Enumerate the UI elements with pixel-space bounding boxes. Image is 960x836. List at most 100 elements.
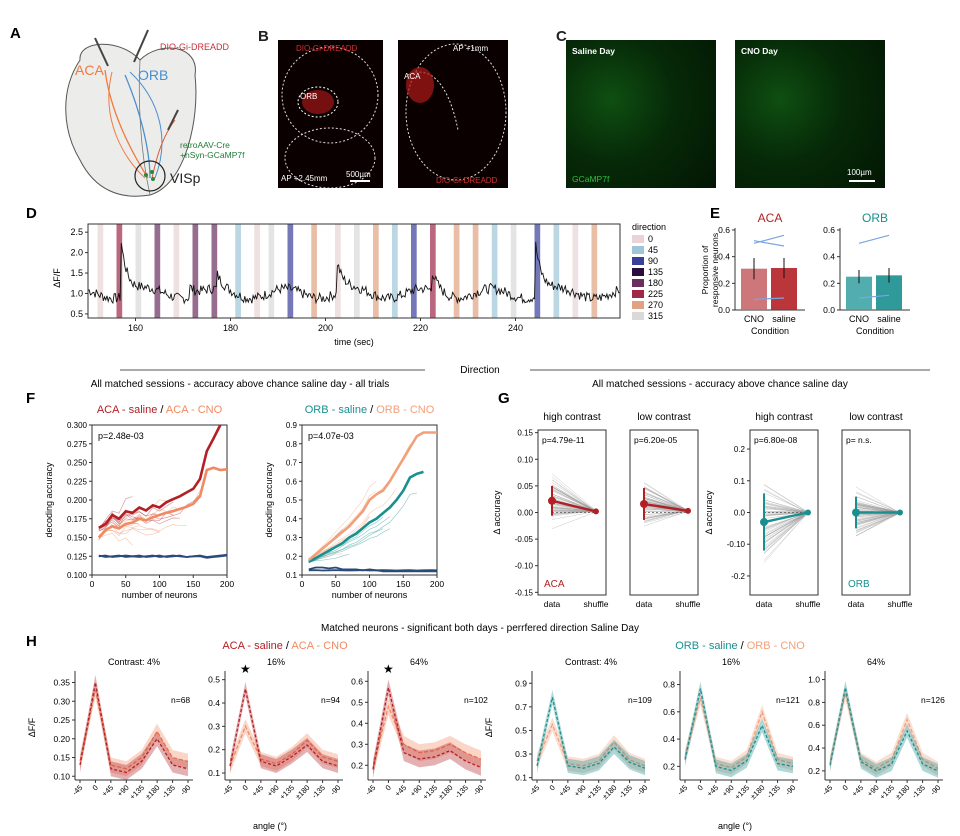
stimulus-band <box>510 224 517 318</box>
tuning-curve <box>536 697 646 769</box>
paired-line <box>753 297 785 300</box>
x-tick-label: 200 <box>430 579 444 589</box>
paired-line <box>858 294 890 299</box>
confidence-band <box>537 690 645 776</box>
stimulus-band <box>354 224 360 318</box>
paired-line <box>858 234 890 244</box>
neuron-line <box>643 497 689 511</box>
x-tick-label: ±180 <box>748 783 766 801</box>
neuron-line <box>643 482 689 512</box>
y-tick-label: 0.6 <box>823 225 835 235</box>
panel-g-title: All matched sessions - accuracy above ch… <box>592 379 848 390</box>
y-tick-label: 0.1 <box>286 571 298 580</box>
x-tick-label: 200 <box>318 323 333 333</box>
neuron-line <box>551 486 597 512</box>
x-tick-label: -45 <box>675 783 689 797</box>
dreadd-label-bottom: DIO-Gi-DREADD <box>436 176 498 185</box>
label-retro1: retroAAV-Cre <box>180 140 230 150</box>
neuron-line <box>643 511 689 524</box>
panel-h-legend-left: ACA - saline / ACA - CNO <box>222 640 348 652</box>
tuning-curve <box>372 704 482 768</box>
x-tick-label: +45 <box>850 783 865 798</box>
category-label: saline <box>877 314 901 324</box>
n-label: n=102 <box>464 695 488 705</box>
y-tick-label: 0.1 <box>734 477 746 486</box>
y-tick-label: 0.2 <box>823 278 835 288</box>
stimulus-band <box>97 224 104 318</box>
x-tick-label: data <box>636 599 653 609</box>
neuron-line <box>855 512 901 528</box>
y-tick-label: 0.2 <box>734 445 746 454</box>
session-line <box>308 515 370 561</box>
tuning-curve <box>684 698 794 769</box>
y-tick-label: 0.4 <box>663 734 675 744</box>
y-tick-label: 0.225 <box>67 477 88 486</box>
p-value: p=2.48e-03 <box>98 431 144 441</box>
x-tick-label: -90 <box>783 783 797 797</box>
panel-h-tuning: H Matched neurons - significant both day… <box>26 623 945 831</box>
legend-separator: / <box>367 404 376 416</box>
x-tick-label: ±180 <box>893 783 911 801</box>
neuron-line <box>763 512 809 540</box>
neuron-line <box>551 473 597 511</box>
neuron-line <box>763 501 809 513</box>
y-tick-label: 0.35 <box>53 678 70 688</box>
y-tick-label: 0.2 <box>208 745 220 755</box>
y-axis-label: decoding accuracy <box>44 462 54 538</box>
subplot-title: Contrast: 4% <box>565 657 617 667</box>
y-axis-label: decoding accuracy <box>264 462 274 538</box>
label-retro2: +hSyn-GCaMP7f <box>180 150 245 160</box>
bar-title: ACA <box>758 211 783 225</box>
scale-label-b: 500µm <box>346 170 371 179</box>
x-tick-label: -45 <box>820 783 834 797</box>
series-line <box>98 554 228 559</box>
mean-point <box>852 508 860 517</box>
stimulus-band <box>572 224 579 318</box>
n-label: n=94 <box>321 695 340 705</box>
confidence-band <box>80 682 188 777</box>
legend-label: 270 <box>648 300 663 310</box>
subplot-title: Contrast: 4% <box>108 657 160 667</box>
stimulus-band <box>392 224 398 318</box>
y-tick-label: -0.15 <box>515 588 534 597</box>
x-tick-label: 0 <box>300 579 305 589</box>
legend-label: 180 <box>648 278 663 288</box>
y-tick-label: 0.30 <box>53 696 70 706</box>
gcamp-image-saline: Saline Day GCaMP7f <box>566 40 716 188</box>
x-tick-label: -90 <box>471 783 485 797</box>
aca-injection-site <box>406 67 434 103</box>
x-tick-label: 0 <box>384 783 393 792</box>
x-tick-label: -135 <box>910 783 927 800</box>
series-line <box>308 470 424 564</box>
label-dreadd: DIO-Gi-DREADD <box>160 42 229 52</box>
x-tick-label: +135 <box>878 783 896 801</box>
y-tick-label: 0.8 <box>808 697 820 707</box>
neuron-line <box>763 512 809 561</box>
neuron-line <box>551 482 597 512</box>
subplot-title: 16% <box>722 657 740 667</box>
panel-e-bars: E ACA 0.0 0.2 0.4 0.6 CNO saline Condition ORB 0.… <box>700 205 910 336</box>
confidence-band <box>80 675 188 780</box>
legend-swatch <box>632 246 644 254</box>
category-label: CNO <box>744 314 764 324</box>
y-tick-label: 0.250 <box>67 459 88 468</box>
section-outline <box>284 127 376 188</box>
stimulus-band <box>430 224 436 318</box>
y-tick-label: 0.1 <box>515 773 527 783</box>
neuron-line <box>763 512 809 543</box>
x-tick-label: 240 <box>508 323 523 333</box>
stimulus-band <box>154 224 161 318</box>
y-tick-label: 0.10 <box>517 455 533 464</box>
direction-divider: Direction <box>120 365 930 376</box>
confidence-band <box>373 679 481 778</box>
visp-circle <box>134 160 166 192</box>
x-tick-label: +45 <box>100 783 115 798</box>
session-line <box>308 528 390 563</box>
x-tick-label: +45 <box>250 783 265 798</box>
confidence-band <box>830 680 938 778</box>
series-line <box>98 424 222 529</box>
x-axis-label: Condition <box>856 326 894 336</box>
n-label: n=68 <box>171 695 190 705</box>
y-tick-label: 0.3 <box>351 739 363 749</box>
y-tick-label: 0.6 <box>286 477 298 486</box>
